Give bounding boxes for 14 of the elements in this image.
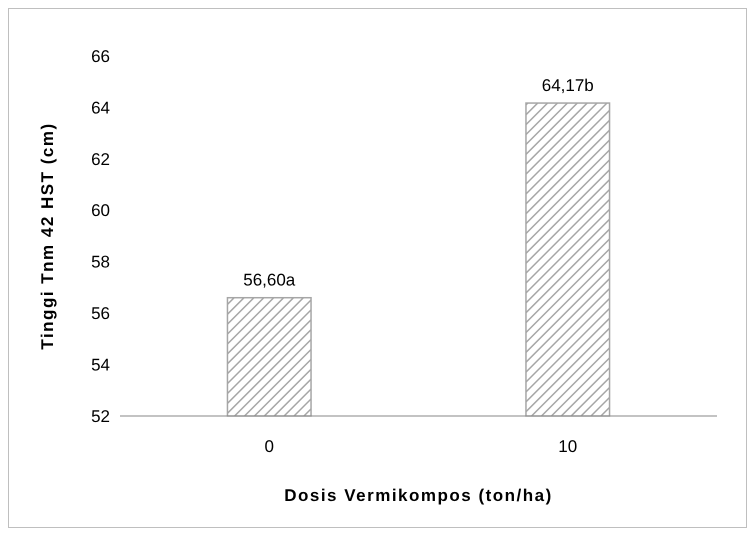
x-tick-label: 10 [558, 437, 578, 456]
y-tick-label: 58 [91, 252, 110, 272]
x-axis-title: Dosis Vermikompos (ton/ha) [284, 486, 553, 505]
y-tick-label: 52 [91, 406, 110, 426]
y-tick-label: 60 [91, 201, 110, 220]
y-tick-label: 62 [91, 150, 110, 169]
y-axis-title: Tinggi Tnm 42 HST (cm) [38, 122, 57, 350]
y-tick-label: 54 [91, 356, 110, 375]
data-label: 56,60a [243, 270, 296, 290]
data-label: 64,17b [542, 76, 594, 96]
y-tick-label: 56 [91, 304, 110, 324]
y-tick-label: 66 [91, 46, 110, 66]
x-tick-label: 0 [264, 437, 274, 456]
y-tick-label: 64 [91, 98, 110, 118]
